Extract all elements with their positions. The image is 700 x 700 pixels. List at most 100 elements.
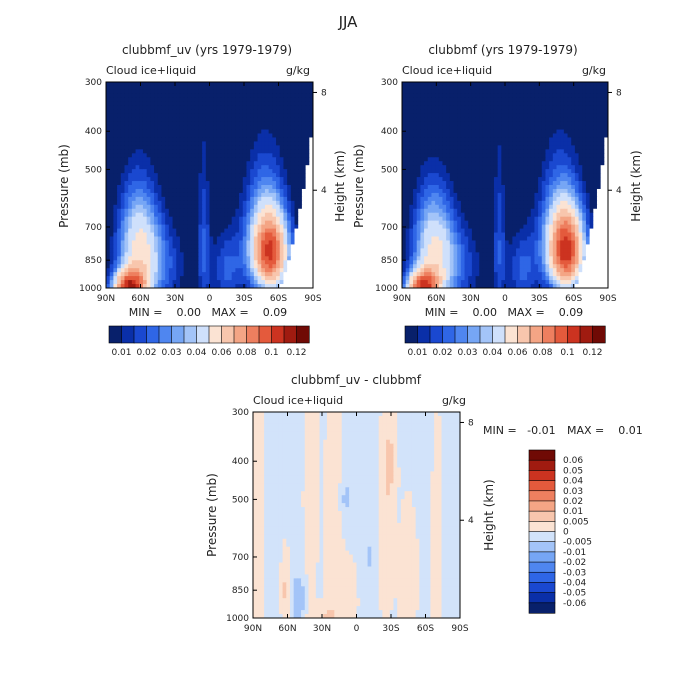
heatmap-cell [227, 232, 233, 237]
heatmap-cell [287, 248, 292, 253]
heatmap-cell [479, 85, 484, 91]
heatmap-cell [213, 157, 218, 162]
heatmap-cell [409, 137, 414, 142]
heatmap-cell [486, 169, 491, 174]
heatmap-cell [442, 173, 447, 178]
heatmap-cell [220, 153, 225, 158]
heatmap-cell [242, 149, 247, 154]
heatmap-cell [220, 220, 225, 226]
heatmap-cell [216, 133, 222, 138]
heatmap-cell [194, 133, 199, 138]
heatmap-cell [446, 161, 451, 166]
heatmap-cell [446, 85, 451, 91]
heatmap-cell [405, 177, 410, 182]
heatmap-cell [268, 129, 273, 134]
heatmap-cell [589, 216, 594, 222]
heatmap-cell [250, 212, 255, 218]
heatmap-cell [179, 236, 185, 241]
heatmap-cell [235, 188, 240, 194]
heatmap-cell [109, 216, 114, 222]
heatmap-cell [279, 284, 284, 289]
heatmap-cell [305, 252, 310, 257]
heatmap-cell [272, 177, 277, 182]
heatmap-cell [113, 188, 118, 194]
heatmap-cell [227, 212, 233, 218]
heatmap-cell [468, 169, 473, 174]
heatmap-cell [538, 165, 543, 170]
heatmap-cell [538, 196, 543, 202]
heatmap-cell [290, 153, 296, 158]
heatmap-cell [231, 224, 236, 230]
heatmap-cell [438, 173, 443, 178]
heatmap-cell [165, 177, 170, 182]
heatmap-cell [253, 101, 259, 107]
heatmap-cell [202, 113, 207, 119]
heatmap-cell [261, 173, 266, 178]
heatmap-cell [600, 165, 605, 170]
heatmap-cell [294, 165, 299, 170]
heatmap-cell [442, 97, 447, 103]
heatmap-cell [194, 181, 199, 186]
heatmap-cell [179, 89, 185, 95]
heatmap-cell [165, 97, 170, 103]
heatmap-cell [294, 161, 299, 166]
heatmap-cell [124, 157, 129, 162]
heatmap-cell [268, 153, 273, 158]
heatmap-cell [457, 188, 462, 194]
heatmap-cell [120, 272, 125, 277]
heatmap-cell [253, 141, 259, 146]
heatmap-cell [205, 117, 210, 123]
heatmap-cell [261, 276, 266, 281]
heatmap-cell [135, 125, 140, 131]
heatmap-cell [446, 157, 451, 162]
heatmap-cell [571, 181, 576, 186]
heatmap-cell [183, 82, 188, 87]
heatmap-cell [239, 200, 244, 206]
heatmap-cell [552, 177, 557, 182]
heatmap-cell [113, 173, 118, 178]
heatmap-cell [505, 133, 510, 138]
heatmap-cell [596, 157, 602, 162]
heatmap-cell [545, 117, 550, 123]
heatmap-cell [242, 101, 247, 107]
heatmap-cell [545, 185, 550, 190]
heatmap-cell [298, 141, 303, 146]
heatmap-cell [287, 192, 292, 198]
heatmap-cell [545, 212, 550, 218]
heatmap-cell [424, 153, 429, 158]
heatmap-cell [106, 236, 111, 241]
heatmap-cell [257, 117, 262, 123]
heatmap-cell [479, 121, 484, 127]
heatmap-cell [287, 236, 292, 241]
heatmap-cell [165, 105, 170, 111]
heatmap-cell [213, 89, 218, 95]
heatmap-cell [202, 220, 207, 226]
heatmap-cell [486, 129, 491, 134]
heatmap-cell [253, 200, 259, 206]
heatmap-cell [117, 165, 122, 170]
heatmap-cell [290, 113, 296, 119]
heatmap-cell [168, 153, 174, 158]
heatmap-cell [453, 105, 458, 111]
heatmap-cell [596, 204, 602, 210]
heatmap-cell [202, 165, 207, 170]
heatmap-cell [589, 161, 594, 166]
heatmap-cell [264, 232, 270, 237]
heatmap-cell [120, 220, 125, 226]
heatmap-cell [139, 188, 144, 194]
heatmap-cell [279, 173, 284, 178]
heatmap-cell [191, 121, 196, 127]
heatmap-cell [287, 212, 292, 218]
heatmap-cell [501, 121, 506, 127]
heatmap-cell [287, 85, 292, 91]
heatmap-cell [246, 137, 251, 142]
heatmap-cell [571, 117, 576, 123]
heatmap-cell [235, 228, 240, 234]
heatmap-cell [305, 236, 310, 241]
heatmap-cell [567, 129, 572, 134]
heatmap-cell [191, 256, 196, 261]
heatmap-cell [272, 252, 277, 257]
heatmap-cell [427, 157, 432, 162]
heatmap-cell [279, 240, 284, 245]
heatmap-cell [198, 105, 203, 111]
